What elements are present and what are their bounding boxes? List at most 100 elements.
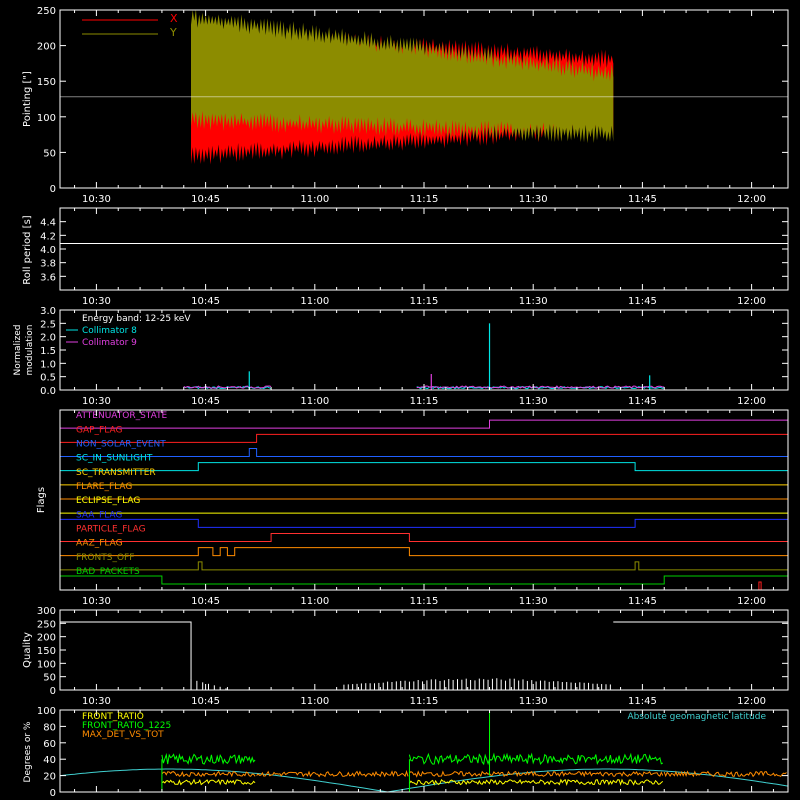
time-tick-label: 11:45	[628, 296, 657, 307]
pointing-panel: 10:30 10:45 11:00 11:15 11:30 11:45 12:00 0 50 10…	[22, 6, 789, 205]
flags-panel: ATTENUATOR_STATE GAP_FLAG NON_SOLAR_EVENT S…	[36, 409, 789, 607]
y-tick-label: 50	[43, 673, 56, 684]
y-tick-label: 60	[43, 739, 56, 750]
modulation-ylabel-line2: modulation	[25, 325, 35, 376]
legend-collimator-8: Collimator 8	[82, 326, 137, 336]
time-tick-label: 11:30	[519, 596, 548, 607]
time-tick-label: 10:45	[191, 396, 220, 407]
flag-label: NON_SOLAR_EVENT	[76, 440, 166, 450]
y-tick-label: 2.5	[40, 319, 56, 330]
y-tick-label: 150	[37, 77, 56, 88]
y-tick-label: 4.4	[40, 218, 56, 229]
quality-ticks: 10:30 10:45 11:00 11:15 11:30 11:45 12:00 0 50 10…	[37, 606, 788, 707]
quality-data	[60, 621, 789, 690]
time-tick-label: 11:00	[300, 596, 329, 607]
time-tick-label: 11:15	[410, 596, 439, 607]
y-tick-label: 1.0	[40, 359, 56, 370]
legend-front-ratio-1225: FRONT_RATIO_1225	[82, 721, 171, 731]
y-tick-label: 200	[37, 633, 56, 644]
time-tick-label: 11:30	[519, 194, 548, 205]
legend-x-label: X	[170, 12, 178, 25]
quality-level	[60, 621, 192, 690]
time-tick-label: 10:45	[191, 194, 220, 205]
flag-label: PARTICLE_FLAG	[76, 525, 146, 535]
y-tick-label: 1.5	[40, 346, 56, 357]
time-tick-label: 11:30	[519, 296, 548, 307]
time-tick-label: 11:45	[628, 696, 657, 707]
y-tick-label: 0	[50, 788, 56, 799]
flags-data: ATTENUATOR_STATE GAP_FLAG NON_SOLAR_EVENT S…	[60, 411, 788, 591]
time-tick-label: 11:00	[300, 696, 329, 707]
flag-trace-saa_flag	[60, 518, 788, 528]
ratios-panel: 0 20 40 60 80 100 FRONT_RATIO FRONT_RATIO_122…	[23, 706, 789, 799]
ratio-series-max_det_vs_tot	[161, 770, 256, 778]
y-tick-label: 40	[43, 755, 56, 766]
time-tick-label: 10:30	[82, 596, 111, 607]
quality-ylabel: Quality	[22, 632, 33, 668]
time-tick-label: 10:30	[82, 194, 111, 205]
y-tick-label: 3.0	[40, 306, 56, 317]
ratios-ticks: 0 20 40 60 80 100	[37, 706, 788, 799]
time-tick-label: 11:15	[410, 194, 439, 205]
flag-trace-bad_packets	[60, 575, 788, 585]
energy-band-annotation: Energy band: 12-25 keV	[82, 314, 191, 324]
flag-trace-saa_flag_x	[60, 433, 788, 443]
y-tick-label: 0.0	[40, 386, 56, 397]
flag-label: FLARE_FLAG	[76, 482, 132, 492]
roll-period-ticks: 10:30 10:45 11:00 11:15 11:30 11:45 12:00 3.6 3.…	[40, 208, 788, 307]
y-tick-label: 200	[37, 42, 56, 53]
y-tick-label: 3.6	[40, 272, 56, 283]
ratio-series-max_det_vs_tot	[256, 769, 409, 778]
time-tick-label: 11:45	[628, 194, 657, 205]
legend-y-label: Y	[169, 26, 177, 39]
time-tick-label: 11:45	[628, 596, 657, 607]
ratios-ylabel: Degrees or %	[23, 721, 33, 782]
time-tick-label: 11:15	[410, 296, 439, 307]
time-tick-label: 12:00	[737, 296, 766, 307]
flag-trace-particle_flag	[60, 533, 788, 542]
y-tick-label: 300	[37, 606, 56, 617]
time-tick-label: 11:30	[519, 696, 548, 707]
modulation-ylabel-line1: Normalized	[13, 324, 23, 375]
modulation-panel: 10:30 10:45 11:00 11:15 11:30 11:45 12:00 0.0 0.…	[13, 306, 789, 407]
y-tick-label: 2.0	[40, 333, 56, 344]
y-tick-label: 20	[43, 772, 56, 783]
flag-label: SC_IN_SUNLIGHT	[76, 454, 153, 464]
flag-trace-non_solar_event	[60, 448, 788, 457]
y-tick-label: 0.5	[40, 373, 56, 384]
quality-panel: 10:30 10:45 11:00 11:15 11:30 11:45 12:00 0 50 10…	[22, 606, 789, 707]
time-tick-label: 11:15	[410, 396, 439, 407]
time-tick-label: 11:30	[519, 396, 548, 407]
y-tick-label: 0	[50, 686, 56, 697]
pointing-ticks: 10:30 10:45 11:00 11:15 11:30 11:45 12:00 0 50 10…	[37, 6, 788, 205]
time-tick-label: 10:45	[191, 596, 220, 607]
ratios-data	[59, 711, 789, 793]
ratio-series-front_ratio_1225	[161, 752, 256, 765]
flag-label: SAA_FLAG	[76, 510, 122, 520]
modulation-noise-c9	[416, 385, 665, 389]
y-tick-label: 0	[50, 184, 56, 195]
legend-front-ratio: FRONT_RATIO	[82, 712, 144, 722]
time-tick-label: 12:00	[737, 696, 766, 707]
flag-trace-aaz_flag	[60, 547, 788, 557]
ratio-series-max_det_vs_tot	[663, 770, 787, 778]
y-tick-label: 100	[37, 659, 56, 670]
ratio-series-front_ratio_1225	[408, 752, 664, 766]
legend-max-det: MAX_DET_VS_TOT	[82, 730, 164, 740]
flags-ticks: 10:30 10:45 11:00 11:15 11:30 11:45 12:00	[74, 410, 774, 607]
y-tick-label: 80	[43, 722, 56, 733]
y-tick-label: 100	[37, 113, 56, 124]
legend-collimator-9: Collimator 9	[82, 338, 137, 348]
ratio-series-max_det_vs_tot	[409, 770, 664, 778]
time-tick-label: 11:00	[300, 296, 329, 307]
ratio-series-front_ratio	[161, 778, 256, 786]
y-tick-label: 50	[43, 148, 56, 159]
time-tick-label: 11:15	[410, 696, 439, 707]
flag-trace-sc_in_sunlight	[60, 462, 788, 472]
ratio-series-front_ratio	[408, 778, 664, 787]
time-tick-label: 11:00	[300, 396, 329, 407]
time-tick-label: 12:00	[737, 396, 766, 407]
y-tick-label: 250	[37, 6, 56, 17]
time-tick-label: 10:30	[82, 396, 111, 407]
time-tick-label: 10:30	[82, 696, 111, 707]
